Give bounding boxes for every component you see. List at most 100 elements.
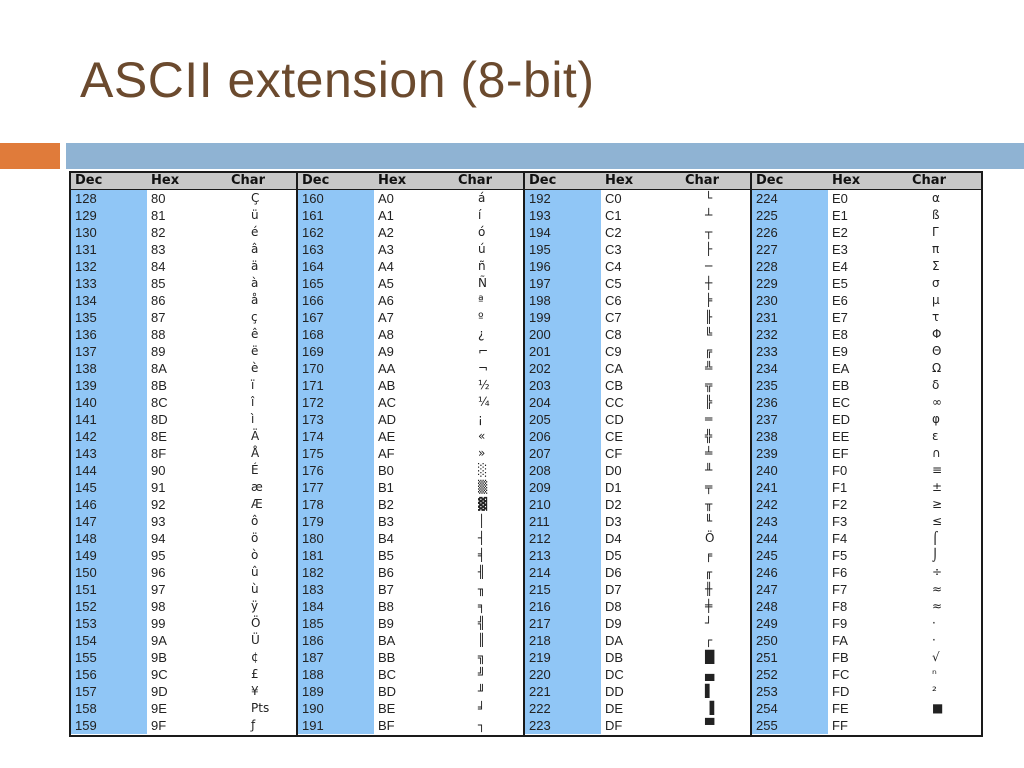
hex-cell: A6 bbox=[378, 293, 394, 308]
dec-cell: 200 bbox=[525, 326, 601, 343]
table-row: 252 FC ⁿ bbox=[752, 666, 981, 683]
dec-cell: 237 bbox=[752, 411, 828, 428]
table-header-row: Dec Hex Char bbox=[525, 173, 750, 190]
dec-cell: 219 bbox=[525, 649, 601, 666]
char-cell: ╗ bbox=[478, 650, 486, 664]
char-cell: ╪ bbox=[705, 599, 713, 613]
char-cell: · bbox=[932, 633, 936, 647]
table-header-row: Dec Hex Char bbox=[298, 173, 523, 190]
table-row: 248 F8 ≈ bbox=[752, 598, 981, 615]
char-cell: ╝ bbox=[478, 667, 486, 681]
char-cell: δ bbox=[932, 378, 940, 392]
char-cell: ¿ bbox=[478, 327, 485, 341]
hex-cell: F6 bbox=[832, 565, 848, 580]
dec-cell: 247 bbox=[752, 581, 828, 598]
column-header-char: Char bbox=[231, 173, 265, 188]
table-row: 149 95 ò bbox=[71, 547, 296, 564]
char-cell: ù bbox=[251, 582, 259, 596]
table-row: 178 B2 ▓ bbox=[298, 496, 523, 513]
table-row: 140 8C î bbox=[71, 394, 296, 411]
dec-cell: 233 bbox=[752, 343, 828, 360]
table-row: 245 F5 ⌡ bbox=[752, 547, 981, 564]
char-cell: ╓ bbox=[705, 565, 713, 579]
char-cell: ╥ bbox=[705, 497, 713, 511]
hex-cell: E4 bbox=[832, 259, 848, 274]
char-cell: ç bbox=[251, 310, 258, 324]
table-row: 187 BB ╗ bbox=[298, 649, 523, 666]
hex-cell: AE bbox=[378, 429, 396, 444]
table-row: 173 AD ¡ bbox=[298, 411, 523, 428]
char-cell: ╨ bbox=[705, 463, 713, 477]
column-header-hex: Hex bbox=[151, 173, 180, 188]
hex-cell: F7 bbox=[832, 582, 848, 597]
dec-cell: 235 bbox=[752, 377, 828, 394]
table-row: 237 ED φ bbox=[752, 411, 981, 428]
table-block: Dec Hex Char 160 A0 á 161 A1 í 162 A2 ó 163 A3 ú 164 A4 ñ… bbox=[298, 173, 525, 735]
dec-cell: 205 bbox=[525, 411, 601, 428]
char-cell: ⌠ bbox=[932, 531, 939, 545]
dec-cell: 248 bbox=[752, 598, 828, 615]
table-row: 190 BE ╛ bbox=[298, 700, 523, 717]
dec-cell: 164 bbox=[298, 258, 374, 275]
hex-cell: CA bbox=[605, 361, 624, 376]
char-cell: ε bbox=[932, 429, 939, 443]
table-row: 129 81 ü bbox=[71, 207, 296, 224]
hex-cell: EE bbox=[832, 429, 850, 444]
char-cell: ╤ bbox=[705, 480, 713, 494]
hex-cell: 80 bbox=[151, 191, 166, 206]
table-row: 250 FA · bbox=[752, 632, 981, 649]
dec-cell: 254 bbox=[752, 700, 828, 717]
hex-cell: F2 bbox=[832, 497, 848, 512]
char-cell: Ö bbox=[705, 531, 715, 545]
char-cell: ⌐ bbox=[478, 344, 489, 358]
dec-cell: 215 bbox=[525, 581, 601, 598]
hex-cell: BF bbox=[378, 718, 395, 733]
char-cell: Σ bbox=[932, 259, 940, 273]
char-cell: ÿ bbox=[251, 599, 259, 613]
dec-cell: 206 bbox=[525, 428, 601, 445]
dec-cell: 196 bbox=[525, 258, 601, 275]
hex-cell: 91 bbox=[151, 480, 166, 495]
char-cell: ╜ bbox=[478, 684, 486, 698]
hex-cell: BA bbox=[378, 633, 396, 648]
table-row: 230 E6 µ bbox=[752, 292, 981, 309]
dec-cell: 172 bbox=[298, 394, 374, 411]
dec-cell: 169 bbox=[298, 343, 374, 360]
table-row: 192 C0 └ bbox=[525, 190, 750, 207]
table-row: 239 EF ∩ bbox=[752, 445, 981, 462]
table-row: 242 F2 ≥ bbox=[752, 496, 981, 513]
accent-bar-orange bbox=[0, 143, 60, 169]
char-cell: ≡ bbox=[932, 463, 943, 477]
hex-cell: 8B bbox=[151, 378, 167, 393]
table-row: 182 B6 ╢ bbox=[298, 564, 523, 581]
dec-cell: 147 bbox=[71, 513, 147, 530]
table-row: 241 F1 ± bbox=[752, 479, 981, 496]
hex-cell: DF bbox=[605, 718, 623, 733]
table-row: 198 C6 ╞ bbox=[525, 292, 750, 309]
char-cell: û bbox=[251, 565, 259, 579]
table-row: 151 97 ù bbox=[71, 581, 296, 598]
table-row: 221 DD ▌ bbox=[525, 683, 750, 700]
hex-cell: A5 bbox=[378, 276, 394, 291]
table-row: 171 AB ½ bbox=[298, 377, 523, 394]
dec-cell: 208 bbox=[525, 462, 601, 479]
table-row: 148 94 ö bbox=[71, 530, 296, 547]
dec-cell: 132 bbox=[71, 258, 147, 275]
table-row: 223 DF ▀ bbox=[525, 717, 750, 734]
table-row: 207 CF ╧ bbox=[525, 445, 750, 462]
table-row: 186 BA ║ bbox=[298, 632, 523, 649]
char-cell: ¢ bbox=[251, 650, 259, 664]
char-cell: ▐ bbox=[705, 701, 715, 715]
table-row: 225 E1 ß bbox=[752, 207, 981, 224]
table-row: 138 8A è bbox=[71, 360, 296, 377]
table-row: 181 B5 ╡ bbox=[298, 547, 523, 564]
dec-cell: 243 bbox=[752, 513, 828, 530]
dec-cell: 232 bbox=[752, 326, 828, 343]
table-row: 144 90 É bbox=[71, 462, 296, 479]
table-row: 227 E3 π bbox=[752, 241, 981, 258]
table-row: 204 CC ╠ bbox=[525, 394, 750, 411]
table-row: 180 B4 ┤ bbox=[298, 530, 523, 547]
hex-cell: F0 bbox=[832, 463, 848, 478]
table-row: 253 FD ² bbox=[752, 683, 981, 700]
dec-cell: 133 bbox=[71, 275, 147, 292]
